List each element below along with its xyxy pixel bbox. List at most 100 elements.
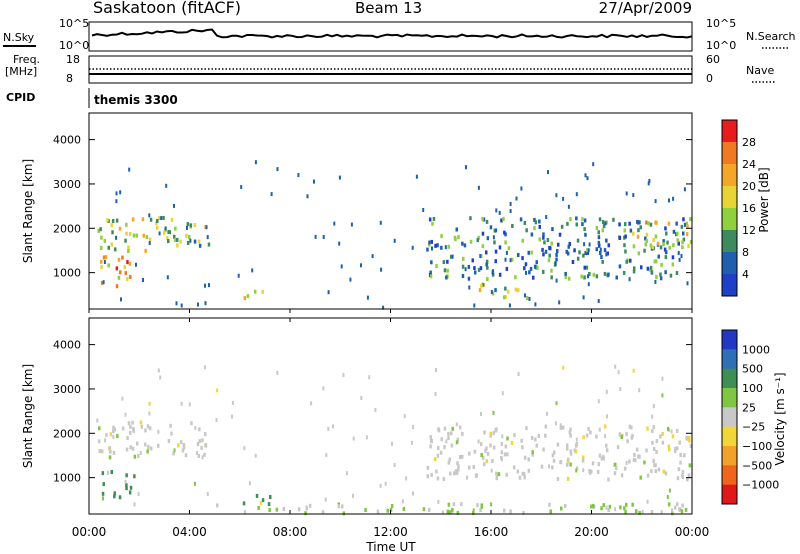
velocity-cell: [485, 459, 489, 464]
power-colorbar-tick-label: 20: [742, 180, 756, 193]
power-cell: [682, 217, 685, 222]
velocity-cell: [628, 459, 631, 464]
velocity-cell: [501, 391, 504, 396]
power-cell: [558, 300, 561, 305]
power-cell: [135, 262, 137, 267]
velocity-cell: [167, 439, 171, 443]
velocity-cell: [447, 502, 451, 507]
power-cell: [517, 253, 520, 257]
power-cell: [135, 233, 138, 238]
power-cell: [189, 223, 193, 228]
power-cell: [654, 234, 658, 239]
power-cell: [595, 247, 598, 252]
velocity-cell: [476, 503, 479, 508]
velocity-cell: [654, 463, 657, 468]
power-cell: [637, 228, 640, 233]
power-cell: [599, 251, 602, 255]
velocity-cell: [530, 435, 534, 440]
velocity-cell: [668, 447, 671, 452]
velocity-cell: [430, 472, 433, 477]
velocity-cell: [391, 441, 393, 446]
velocity-cell: [173, 448, 176, 453]
velocity-cell: [242, 501, 246, 506]
power-cell: [174, 237, 177, 242]
velocity-cell: [513, 433, 516, 438]
velocity-cell: [491, 459, 494, 463]
power-cell: [125, 231, 128, 236]
power-cell: [430, 260, 433, 265]
velocity-cell: [269, 495, 272, 499]
power-cell: [490, 290, 493, 294]
power-cell: [657, 254, 660, 259]
power-cell: [99, 227, 102, 232]
velocity-cell: [455, 422, 458, 427]
velocity-cell: [468, 465, 471, 470]
power-cell: [536, 265, 539, 270]
power-cell: [615, 275, 618, 280]
power-cell: [380, 267, 383, 272]
velocity-cell: [184, 453, 188, 458]
velocity-panel-frame: [88, 317, 693, 515]
velocity-cell: [660, 510, 663, 515]
velocity-cell: [332, 424, 334, 429]
velocity-cell: [180, 401, 183, 406]
x-tick-label: 04:00: [172, 525, 207, 539]
power-cell: [145, 235, 149, 240]
velocity-cell: [497, 472, 501, 477]
power-cell: [393, 238, 396, 243]
velocity-cell: [204, 443, 207, 448]
power-cell: [575, 222, 578, 227]
power-cell: [597, 235, 601, 240]
power-cell: [500, 218, 503, 223]
power-cell: [481, 244, 485, 249]
velocity-colorbar: 1000 500 100 25 −25 −100 −500 −1000: [721, 329, 779, 505]
power-cell: [637, 251, 641, 256]
velocity-cell: [148, 426, 152, 431]
velocity-cell: [121, 396, 124, 401]
velocity-cell: [638, 454, 641, 459]
power-cell: [243, 296, 247, 301]
power-cell: [582, 253, 585, 258]
velocity-cell: [606, 414, 608, 419]
power-cell: [623, 235, 626, 240]
power-cell: [469, 216, 472, 221]
power-heatmap: 4000 3000 2000 1000: [53, 112, 693, 310]
velocity-cell: [389, 507, 393, 512]
power-cell: [566, 221, 569, 226]
velocity-cell: [625, 502, 628, 507]
velocity-cell: [437, 499, 440, 504]
power-cell: [659, 272, 662, 277]
power-cell: [639, 225, 642, 230]
velocity-cell: [426, 465, 430, 470]
velocity-cell: [679, 453, 682, 457]
power-cell: [542, 232, 545, 237]
power-cell: [528, 270, 531, 275]
power-cell: [566, 251, 570, 256]
velocity-cell: [492, 431, 495, 436]
velocity-cell: [456, 461, 459, 466]
velocity-cell: [390, 504, 394, 508]
power-cell: [681, 240, 684, 245]
velocity-cell: [566, 443, 569, 448]
power-colorbar-swatch: [722, 164, 737, 187]
velocity-cell: [447, 431, 450, 436]
velocity-cell: [608, 504, 612, 509]
velocity-cell: [523, 475, 526, 480]
velocity-cell: [661, 376, 664, 381]
velocity-cell: [452, 502, 456, 507]
power-cell: [680, 254, 683, 258]
velocity-cell: [564, 503, 567, 508]
power-cell: [677, 251, 680, 255]
velocity-cell: [261, 498, 265, 503]
velocity-cell: [624, 509, 627, 514]
velocity-cell: [308, 503, 312, 508]
velocity-cell: [588, 470, 592, 475]
velocity-cell: [626, 439, 629, 444]
power-cell: [578, 250, 581, 255]
power-cell: [434, 243, 437, 248]
power-cell: [436, 243, 439, 248]
power-cell: [100, 259, 103, 264]
velocity-cell: [666, 495, 669, 499]
velocity-cell: [587, 427, 590, 431]
